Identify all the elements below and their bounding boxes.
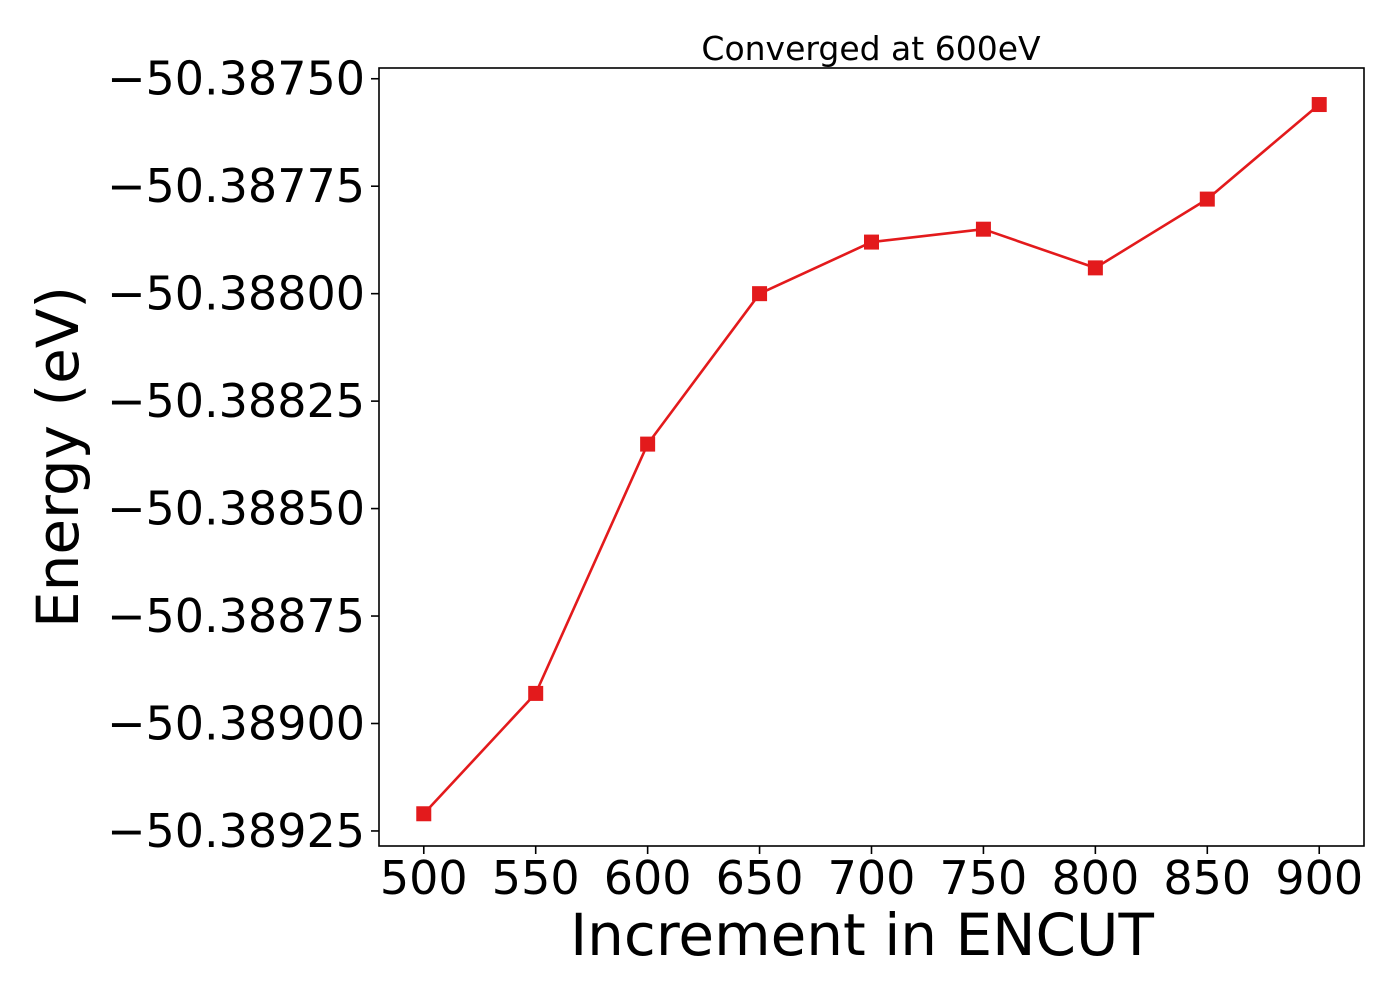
y-tick-label: −50.38825 bbox=[107, 374, 365, 428]
y-tick-label: −50.38750 bbox=[107, 52, 365, 106]
x-tick-label: 550 bbox=[492, 851, 580, 905]
y-tick-label: −50.38900 bbox=[107, 696, 365, 750]
data-point-marker bbox=[752, 286, 768, 302]
ticks-layer: 500 550 600 650 700 750 800 850 900 −50.38750 −50.… bbox=[107, 52, 1363, 905]
x-tick-label: 600 bbox=[604, 851, 692, 905]
y-tick-label: −50.38775 bbox=[107, 159, 365, 213]
data-point-marker bbox=[640, 436, 656, 452]
y-axis-label: Energy (eV) bbox=[24, 286, 92, 628]
plot-area-frame bbox=[378, 67, 1365, 847]
chart-title: Converged at 600eV bbox=[701, 29, 1041, 68]
x-axis-label: Increment in ENCUT bbox=[570, 901, 1154, 969]
data-point-marker bbox=[416, 806, 432, 822]
x-tick-label: 700 bbox=[828, 851, 916, 905]
data-point-marker bbox=[1087, 260, 1103, 276]
y-tick-label: −50.38925 bbox=[107, 804, 365, 858]
x-tick-label: 850 bbox=[1163, 851, 1251, 905]
data-point-marker bbox=[528, 685, 544, 701]
series-layer bbox=[416, 97, 1327, 822]
y-tick-label: −50.38850 bbox=[107, 482, 365, 536]
x-tick-label: 500 bbox=[380, 851, 468, 905]
data-point-marker bbox=[1311, 97, 1327, 113]
data-point-marker bbox=[864, 234, 879, 250]
data-point-marker bbox=[975, 221, 991, 237]
y-tick-label: −50.38800 bbox=[107, 267, 365, 321]
y-tick-label: −50.38875 bbox=[107, 589, 365, 643]
x-tick-label: 900 bbox=[1275, 851, 1363, 905]
x-tick-label: 750 bbox=[940, 851, 1028, 905]
x-tick-label: 650 bbox=[716, 851, 804, 905]
series-line bbox=[422, 103, 1321, 815]
data-point-marker bbox=[1199, 191, 1215, 207]
x-tick-label: 800 bbox=[1051, 851, 1139, 905]
